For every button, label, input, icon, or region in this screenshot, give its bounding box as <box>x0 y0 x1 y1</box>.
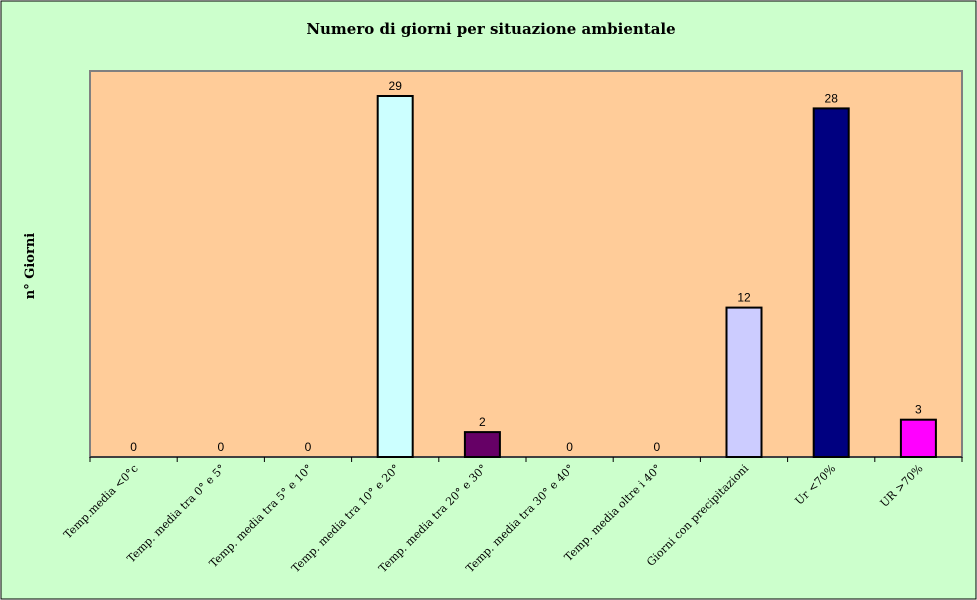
value-label-9: 3 <box>915 403 922 417</box>
value-label-8: 28 <box>825 91 839 105</box>
value-label-1: 0 <box>217 440 224 454</box>
bar-4 <box>463 431 501 459</box>
value-label-5: 0 <box>566 440 573 454</box>
bar-8 <box>812 107 850 459</box>
bars-group <box>376 95 937 459</box>
bar-7 <box>725 306 763 458</box>
bar-3 <box>376 95 414 458</box>
value-label-0: 0 <box>130 440 137 454</box>
value-label-7: 12 <box>737 291 751 305</box>
value-label-6: 0 <box>653 440 660 454</box>
bar-9 <box>899 418 937 459</box>
value-label-4: 2 <box>479 415 486 429</box>
y-axis-label: n° Giorni <box>23 233 38 299</box>
value-label-2: 0 <box>305 440 312 454</box>
x-axis-ticks-group <box>89 457 963 462</box>
value-label-3: 29 <box>389 79 403 93</box>
chart-title: Numero di giorni per situazione ambienta… <box>306 20 675 38</box>
value-labels-group: 0 0 0 29 2 0 0 12 28 3 <box>130 79 922 454</box>
